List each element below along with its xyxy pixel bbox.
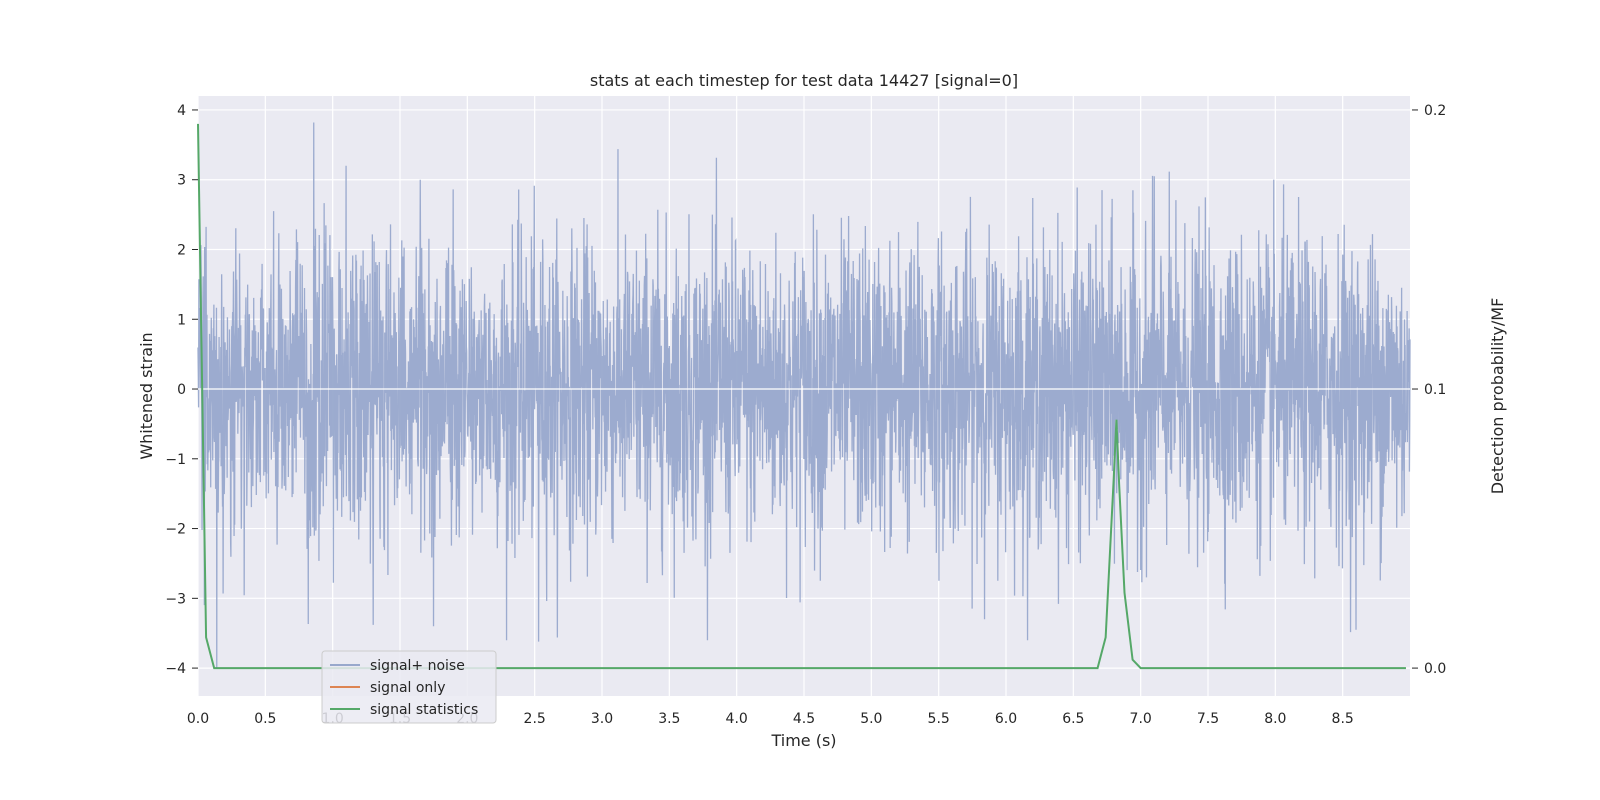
x-tick-label: 3.5 [658,711,680,727]
x-tick-label: 3.0 [591,711,613,727]
y-tick-label: −3 [165,591,186,607]
y-tick-label: 2 [177,242,186,258]
x-tick-label: 5.5 [928,711,950,727]
y-tick-label: 1 [177,312,186,328]
x-axis-label: Time (s) [770,731,836,750]
legend: signal+ noise signal only signal statist… [321,650,497,724]
y-tick-label: −2 [165,522,186,538]
y-tick-label: 3 [177,173,186,189]
legend-label-noise: signal+ noise [370,658,465,674]
x-tick-label: 4.5 [793,711,815,727]
x-tick-label: 6.0 [995,711,1017,727]
chart-title: stats at each timestep for test data 144… [590,71,1018,90]
x-tick-label: 7.5 [1197,711,1219,727]
series-layer [197,122,1411,670]
x-tick-label: 5.0 [860,711,882,727]
y-tick-label: −1 [165,452,186,468]
x-tick-label: 8.0 [1264,711,1286,727]
x-tick-label: 7.0 [1130,711,1152,727]
y2-axis-label: Detection probability/MF [1488,298,1507,495]
y2-tick-label: 0.1 [1424,382,1446,398]
legend-label-signal: signal only [370,680,445,696]
x-tick-label: 6.5 [1062,711,1084,727]
y2-tick-label: 0.2 [1424,103,1446,119]
y-tick-label: 4 [177,103,186,119]
x-tick-label: 0.5 [254,711,276,727]
series-line-noise [197,122,1411,669]
x-tick-label: 2.5 [524,711,546,727]
x-tick-label: 8.5 [1332,711,1354,727]
series-line-stats [197,123,1406,670]
y2-tick-label: 0.0 [1424,661,1446,677]
y-axis-label: Whitened strain [137,332,156,459]
x-tick-label: 4.0 [726,711,748,727]
x-tick-label: 0.0 [187,711,209,727]
y-tick-label: −4 [165,661,186,677]
legend-label-stats: signal statistics [370,702,478,718]
y-tick-label: 0 [177,382,186,398]
legend-box [321,650,497,724]
